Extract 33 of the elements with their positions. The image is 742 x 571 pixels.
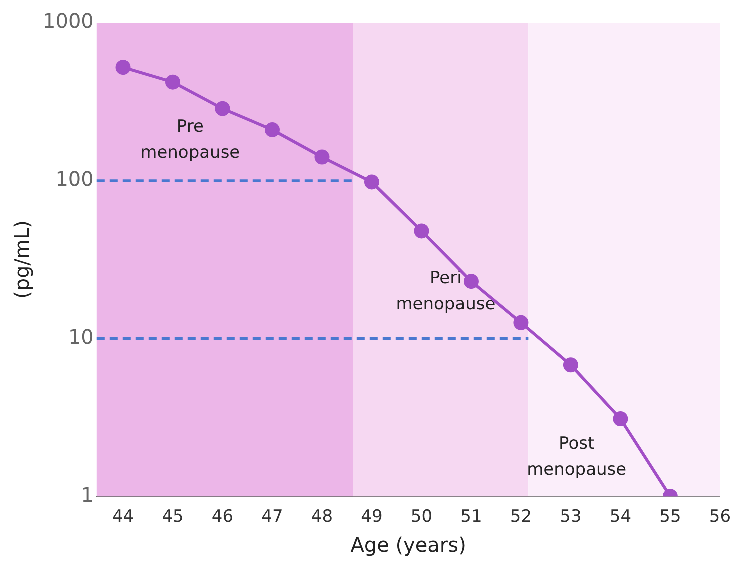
x-tick-label: 51 bbox=[460, 507, 482, 528]
x-tick-label: 55 bbox=[660, 507, 682, 528]
x-tick-label: 56 bbox=[709, 507, 732, 528]
point bbox=[116, 60, 131, 76]
point bbox=[364, 174, 380, 190]
x-tick-label: 54 bbox=[610, 507, 632, 528]
point bbox=[464, 274, 479, 290]
point bbox=[215, 101, 230, 116]
point bbox=[613, 412, 628, 427]
point bbox=[563, 358, 578, 373]
x-tick-label: 47 bbox=[262, 507, 284, 528]
x-tick-label: 48 bbox=[311, 507, 334, 528]
x-tick-label: 45 bbox=[162, 507, 184, 528]
x-tick-label: 52 bbox=[510, 507, 532, 528]
point bbox=[414, 224, 430, 239]
y-axis-title: (pg/mL) bbox=[10, 220, 34, 299]
point bbox=[514, 315, 529, 330]
x-tick-label: 46 bbox=[212, 507, 234, 528]
band-label: Peri menopause bbox=[396, 268, 496, 314]
x-tick-label: 53 bbox=[560, 507, 582, 528]
point bbox=[166, 74, 181, 90]
x-tick-label: 49 bbox=[361, 507, 383, 528]
point bbox=[264, 122, 280, 138]
band-label: Pre menopause bbox=[140, 116, 240, 163]
y-tick-label: 10 bbox=[68, 324, 94, 349]
x-tick-label: 44 bbox=[112, 507, 134, 528]
y-tick-label: 100 bbox=[56, 167, 94, 192]
point bbox=[314, 150, 330, 165]
y-tick-label: 1 bbox=[81, 482, 94, 507]
x-tick-label: 50 bbox=[410, 507, 433, 528]
band-label: Post menopause bbox=[527, 434, 627, 480]
y-tick-label: 1000 bbox=[42, 9, 94, 34]
x-axis-title: Age (years) bbox=[350, 533, 466, 558]
